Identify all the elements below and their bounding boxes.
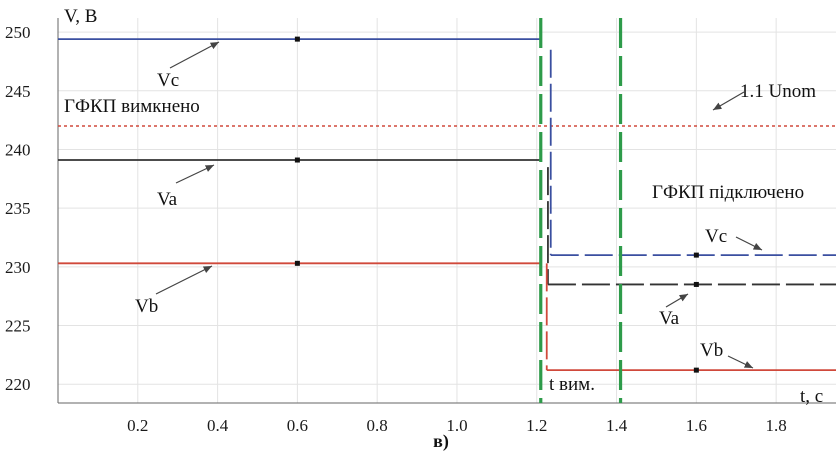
x-tick-label: 0.6 [287, 416, 308, 435]
tick-labels: 0.2 0.4 0.6 0.8 1.0 1.2 1.4 1.6 1.8 220 225 230 235 2… [5, 23, 787, 435]
axes [57, 18, 836, 404]
label-va-left: Va [157, 189, 178, 210]
annotation-arrow [665, 293, 689, 308]
x-tick-label: 1.4 [606, 416, 628, 435]
y-tick-label: 235 [5, 199, 31, 218]
annotation-arrows [155, 41, 763, 369]
annotation-arrow [727, 355, 754, 369]
annotation-arrow [175, 164, 215, 184]
x-tick-label: 1.0 [446, 416, 467, 435]
x-tick-label: 1.8 [766, 416, 787, 435]
x-tick-label: 0.2 [127, 416, 148, 435]
series-lines [58, 36, 836, 373]
event-lines [539, 18, 623, 403]
y-tick-label: 225 [5, 317, 31, 336]
series-marker-vc [294, 36, 300, 42]
x-tick-label: 1.2 [526, 416, 547, 435]
label-vb-left: Vb [135, 296, 158, 317]
y-tick-label: 230 [5, 258, 31, 277]
annotation-arrow [169, 41, 220, 69]
y-axis-label: V, B [64, 6, 97, 27]
series-marker-va [294, 157, 300, 163]
label-vb-right: Vb [700, 340, 723, 361]
y-tick-label: 245 [5, 82, 31, 101]
figure-caption: в) [433, 431, 449, 452]
unom-label: 1.1 Unom [740, 81, 816, 102]
state-on-label: ГФКП підключено [652, 182, 804, 203]
label-va-right: Va [659, 308, 680, 329]
series-marker-va [693, 281, 699, 287]
annotation-arrow [155, 265, 213, 295]
event-label-t-off: t вим. [549, 374, 595, 395]
series-marker-vb [294, 260, 300, 266]
label-vc-left: Vc [157, 70, 179, 91]
state-off-label: ГФКП вимкнено [64, 96, 200, 117]
label-vc-right: Vc [705, 226, 727, 247]
series-marker-vb [693, 367, 699, 373]
annotation-arrow [712, 91, 745, 111]
series-marker-vc [693, 252, 699, 258]
x-tick-label: 0.8 [367, 416, 388, 435]
y-tick-label: 220 [5, 375, 31, 394]
y-tick-label: 240 [5, 140, 31, 159]
grid [58, 18, 836, 403]
x-tick-label: 1.6 [686, 416, 707, 435]
x-axis-label: t, c [800, 386, 823, 407]
y-tick-label: 250 [5, 23, 31, 42]
x-tick-label: 0.4 [207, 416, 229, 435]
annotation-arrow [735, 236, 763, 251]
